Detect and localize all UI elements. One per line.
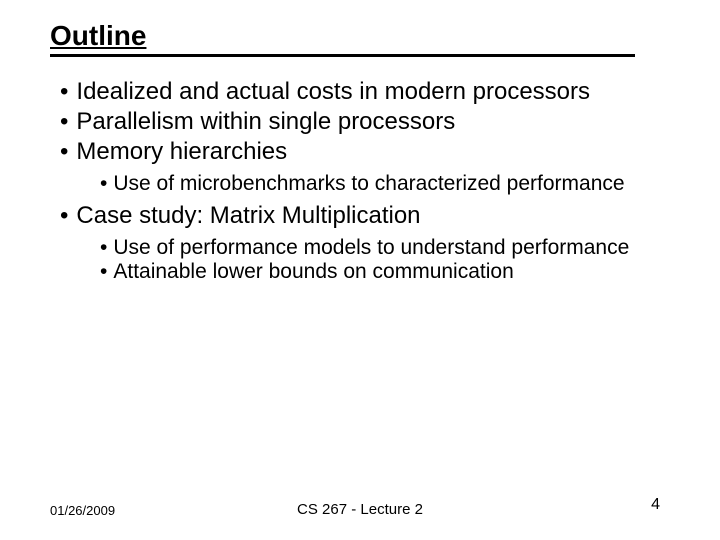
bullet-icon: • <box>60 202 68 230</box>
bullet-icon: • <box>100 260 107 284</box>
bullet-icon: • <box>60 78 68 106</box>
footer-center-text: CS 267 - Lecture 2 <box>0 501 720 518</box>
list-item: • Memory hierarchies • Use of microbench… <box>60 138 680 196</box>
title-underline-rule <box>50 54 635 57</box>
bullet-icon: • <box>100 172 107 196</box>
footer-page-number: 4 <box>651 496 660 514</box>
list-item: • Attainable lower bounds on communicati… <box>100 260 680 284</box>
list-item: • Use of microbenchmarks to characterize… <box>100 172 680 196</box>
list-item-text: Case study: Matrix Multiplication <box>76 202 420 230</box>
slide-title: Outline <box>50 20 670 52</box>
bullet-icon: • <box>100 236 107 260</box>
bullet-icon: • <box>60 108 68 136</box>
list-item: • Idealized and actual costs in modern p… <box>60 78 680 106</box>
list-item-text: Attainable lower bounds on communication <box>113 260 513 284</box>
bullet-icon: • <box>60 138 68 166</box>
bullet-list: • Idealized and actual costs in modern p… <box>60 78 680 284</box>
sub-bullet-list: • Use of microbenchmarks to characterize… <box>100 172 680 196</box>
slide: Outline • Idealized and actual costs in … <box>0 0 720 540</box>
list-item-text: Idealized and actual costs in modern pro… <box>76 78 590 106</box>
list-item-text: Use of performance models to understand … <box>113 236 629 260</box>
content-area: • Idealized and actual costs in modern p… <box>60 78 680 290</box>
list-item: • Case study: Matrix Multiplication • Us… <box>60 202 680 284</box>
title-block: Outline <box>50 20 670 57</box>
list-item-text: Memory hierarchies <box>76 138 287 166</box>
list-item: • Parallelism within single processors <box>60 108 680 136</box>
sub-bullet-list: • Use of performance models to understan… <box>100 236 680 284</box>
list-item: • Use of performance models to understan… <box>100 236 680 260</box>
list-item-text: Use of microbenchmarks to characterized … <box>113 172 624 196</box>
list-item-text: Parallelism within single processors <box>76 108 455 136</box>
